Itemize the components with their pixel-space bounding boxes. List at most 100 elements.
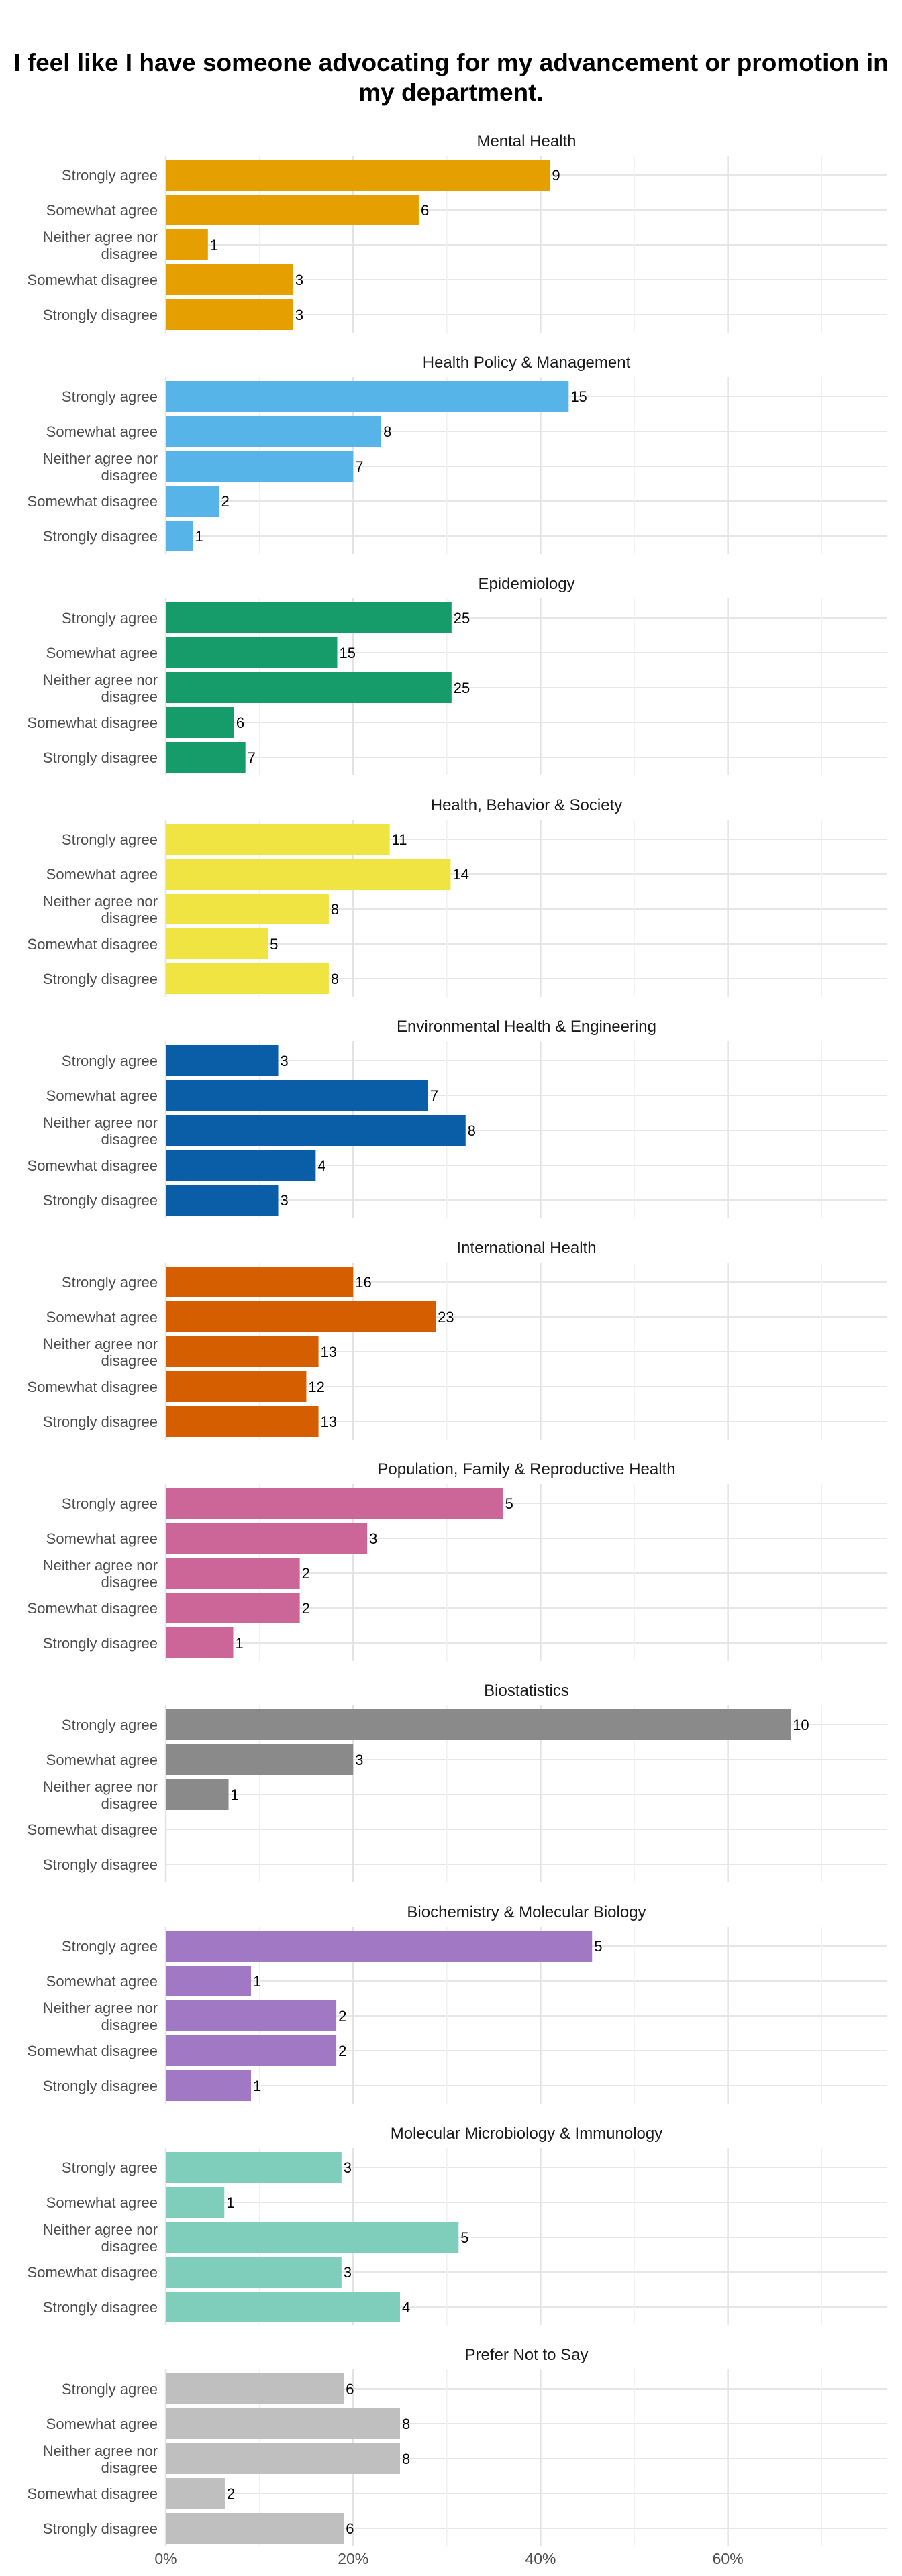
data-label: 25 xyxy=(454,610,470,627)
category-label: Somewhat agree xyxy=(46,645,158,661)
category-label: Strongly agree xyxy=(62,388,158,405)
category-label: Neither agree nor disagree xyxy=(43,1778,158,1812)
x-tick-label: 40% xyxy=(525,2550,556,2567)
panel-title: Environmental Health & Engineering xyxy=(397,1018,656,1036)
data-label: 1 xyxy=(253,1973,261,1990)
category-label: Strongly disagree xyxy=(43,1413,158,1430)
data-label: 2 xyxy=(227,2485,235,2502)
data-label: 6 xyxy=(346,2520,354,2537)
bar xyxy=(166,928,268,959)
category-label: Somewhat disagree xyxy=(28,1379,158,1395)
data-label: 13 xyxy=(321,1344,337,1360)
category-label: Neither agree nor disagree xyxy=(43,2443,158,2476)
bar xyxy=(166,1336,319,1367)
data-label: 3 xyxy=(355,1752,363,1768)
panel-title: Biostatistics xyxy=(484,1682,569,1700)
bar xyxy=(166,1523,368,1554)
x-tick-label: 20% xyxy=(338,2550,368,2567)
bar xyxy=(166,824,390,855)
data-label: 1 xyxy=(210,237,218,254)
bar xyxy=(166,2187,225,2218)
panel-title: Biochemistry & Molecular Biology xyxy=(407,1903,646,1921)
category-label: Somewhat disagree xyxy=(28,2485,158,2502)
bar xyxy=(166,2373,344,2404)
data-label: 8 xyxy=(402,2416,410,2432)
category-label: Somewhat agree xyxy=(46,1973,158,1990)
bar xyxy=(166,1185,279,1216)
bar xyxy=(166,637,338,668)
category-label: Somewhat disagree xyxy=(28,1600,158,1617)
data-label: 3 xyxy=(281,1192,289,1209)
bar xyxy=(166,707,234,738)
data-label: 15 xyxy=(570,388,587,405)
data-label: 8 xyxy=(468,1122,476,1139)
panel-title: Epidemiology xyxy=(478,575,574,593)
data-label: 1 xyxy=(195,528,203,545)
category-label: Strongly agree xyxy=(62,1938,158,1955)
data-label: 15 xyxy=(339,645,355,661)
data-label: 14 xyxy=(452,866,468,883)
category-label: Strongly disagree xyxy=(43,2299,158,2316)
data-label: 8 xyxy=(402,2451,410,2467)
category-label: Strongly disagree xyxy=(43,528,158,545)
bar xyxy=(166,2292,401,2322)
category-label: Somewhat disagree xyxy=(28,714,158,731)
bar xyxy=(166,602,452,633)
category-label: Somewhat disagree xyxy=(28,2264,158,2281)
category-label: Strongly disagree xyxy=(43,1192,158,1209)
category-label: Somewhat agree xyxy=(46,2194,158,2211)
bar xyxy=(166,1627,234,1658)
data-label: 1 xyxy=(231,1786,239,1803)
bar xyxy=(166,672,452,703)
data-label: 3 xyxy=(344,2264,352,2281)
category-label: Somewhat agree xyxy=(46,866,158,883)
category-label: Strongly disagree xyxy=(43,2078,158,2094)
category-label: Strongly agree xyxy=(62,1495,158,1512)
bar xyxy=(166,299,293,330)
category-label: Strongly disagree xyxy=(43,1856,158,1873)
panel-title: Molecular Microbiology & Immunology xyxy=(391,2125,663,2143)
bar xyxy=(166,1267,354,1297)
bar xyxy=(166,742,246,773)
category-label: Somewhat disagree xyxy=(28,1821,158,1838)
data-label: 2 xyxy=(302,1565,310,1582)
panel-title: Mental Health xyxy=(477,132,576,150)
category-label: Somewhat agree xyxy=(46,1530,158,1547)
category-label: Somewhat agree xyxy=(46,423,158,440)
bar xyxy=(166,1709,791,1740)
bar xyxy=(166,1115,466,1146)
category-label: Strongly disagree xyxy=(43,2520,158,2537)
panel-title: Health, Behavior & Society xyxy=(431,796,622,814)
bar xyxy=(166,486,219,517)
bar xyxy=(166,416,382,447)
category-label: Somewhat agree xyxy=(46,2416,158,2432)
category-label: Neither agree nor disagree xyxy=(43,2000,158,2033)
data-label: 12 xyxy=(308,1379,324,1395)
bar xyxy=(166,229,208,260)
category-label: Somewhat agree xyxy=(46,1752,158,1768)
data-label: 7 xyxy=(355,458,363,475)
category-label: Somewhat agree xyxy=(46,1087,158,1104)
bar xyxy=(166,2152,342,2183)
bar xyxy=(166,264,293,295)
category-label: Strongly agree xyxy=(62,2381,158,2398)
data-label: 8 xyxy=(331,901,339,918)
data-label: 8 xyxy=(383,423,391,440)
data-label: 6 xyxy=(421,202,429,219)
category-label: Strongly disagree xyxy=(43,749,158,766)
data-label: 2 xyxy=(338,2043,346,2059)
bar xyxy=(166,2513,344,2544)
category-label: Neither agree nor disagree xyxy=(43,2221,158,2255)
data-label: 11 xyxy=(392,831,407,848)
data-label: 23 xyxy=(438,1309,454,1326)
data-label: 1 xyxy=(226,2194,234,2211)
data-label: 9 xyxy=(552,167,560,184)
panel-title: Prefer Not to Say xyxy=(464,2346,588,2364)
bar xyxy=(166,2443,401,2474)
bar xyxy=(166,1488,503,1519)
data-label: 5 xyxy=(594,1938,602,1955)
x-tick-label: 60% xyxy=(713,2550,744,2567)
data-label: 5 xyxy=(270,936,278,953)
category-label: Strongly agree xyxy=(62,1717,158,1733)
